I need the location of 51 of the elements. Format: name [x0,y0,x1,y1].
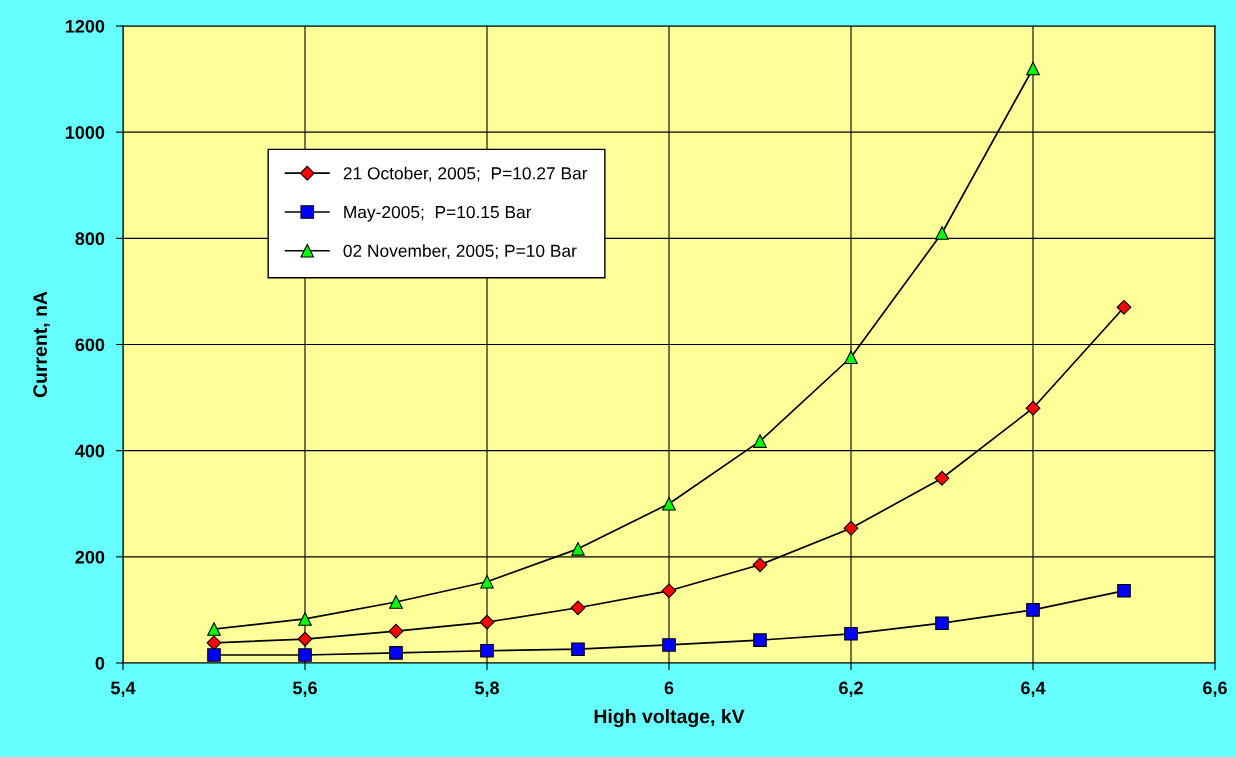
point [480,643,494,658]
legend-label: May-2005; P=10.15 Bar [344,205,532,222]
y-tick-label: 400 [75,444,105,458]
point [207,648,221,662]
y-axis-title: Current, nA [33,291,50,398]
point [571,542,585,556]
point [480,574,494,589]
x-tick-label: 6,2 [839,681,863,697]
point [298,612,312,626]
x-tick-label: 6,4 [1021,681,1046,697]
point [206,635,222,651]
point [389,595,403,609]
point [298,648,312,662]
x-tick-label: 6,6 [1203,681,1227,697]
point [388,623,404,639]
point [661,583,677,599]
point [934,470,950,486]
y-tick-label: 600 [75,338,105,352]
y-tick-label: 200 [75,550,105,564]
point [935,226,949,240]
y-tick-label: 1200 [65,19,105,33]
point [479,614,495,630]
y-tick-label: 1000 [65,126,105,139]
point [662,638,676,652]
x-axis-title: High voltage, kV [594,709,745,728]
point [1026,603,1040,617]
point [1116,299,1132,315]
point [935,616,949,630]
point [752,557,768,573]
point [753,633,767,647]
x-tick-label: 5,6 [293,681,317,697]
legend-label: 21 October, 2005; P=10.27 Bar [343,166,588,182]
point [570,600,586,616]
point [843,520,859,536]
point [389,646,403,660]
x-tick-label: 6 [664,681,674,695]
point [1025,400,1041,416]
point [753,434,767,448]
point [297,631,313,647]
point [1026,61,1040,76]
point [844,626,858,641]
y-tick-label: 0 [95,656,105,670]
y-tick-label: 800 [75,232,105,246]
x-tick-label: 5,8 [475,681,499,697]
point [662,496,676,511]
point [571,642,585,657]
x-tick-label: 5,4 [111,681,136,697]
point [207,622,221,636]
point [1117,584,1131,598]
point [844,350,858,365]
legend-label: 02 November, 2005; P=10 Bar [343,244,577,260]
